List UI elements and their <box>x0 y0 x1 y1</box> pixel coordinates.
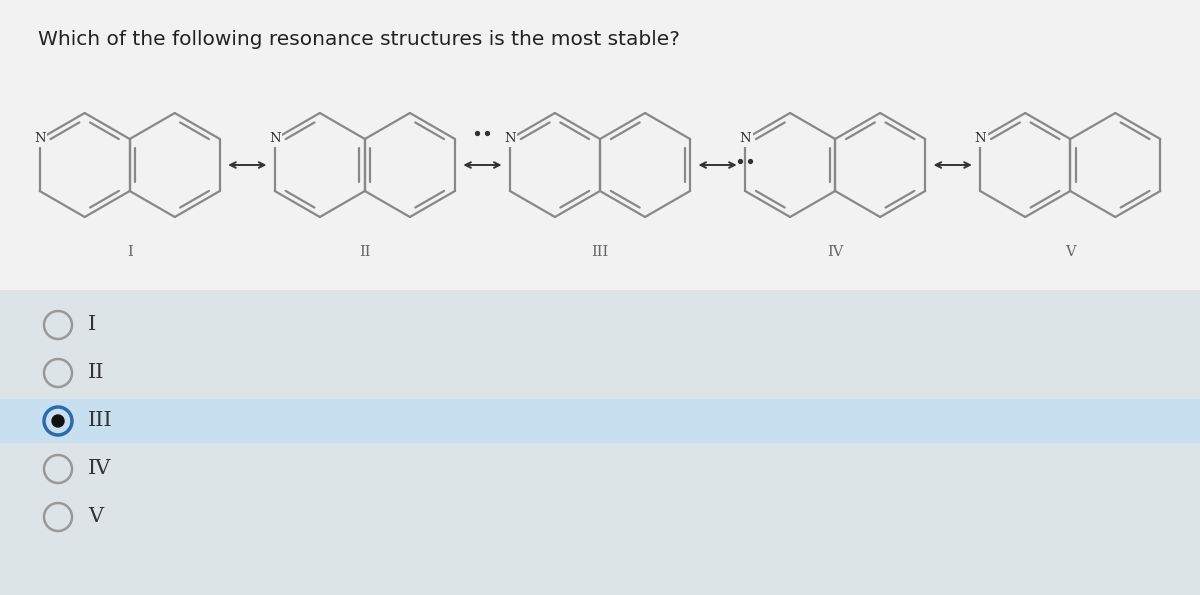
Text: I: I <box>88 315 96 334</box>
Text: II: II <box>88 364 104 383</box>
Circle shape <box>52 415 64 427</box>
Text: Which of the following resonance structures is the most stable?: Which of the following resonance structu… <box>38 30 680 49</box>
Text: III: III <box>592 245 608 259</box>
Text: N: N <box>974 133 986 146</box>
Text: N: N <box>34 133 46 146</box>
Text: I: I <box>127 245 133 259</box>
Bar <box>0 290 1200 595</box>
Text: IV: IV <box>827 245 844 259</box>
Text: N: N <box>269 133 281 146</box>
Text: IV: IV <box>88 459 112 478</box>
Text: V: V <box>88 508 103 527</box>
Text: II: II <box>359 245 371 259</box>
Text: III: III <box>88 412 113 431</box>
Bar <box>0 0 1200 290</box>
Text: N: N <box>504 133 516 146</box>
Text: N: N <box>739 133 751 146</box>
Text: V: V <box>1064 245 1075 259</box>
Bar <box>0 399 1200 443</box>
